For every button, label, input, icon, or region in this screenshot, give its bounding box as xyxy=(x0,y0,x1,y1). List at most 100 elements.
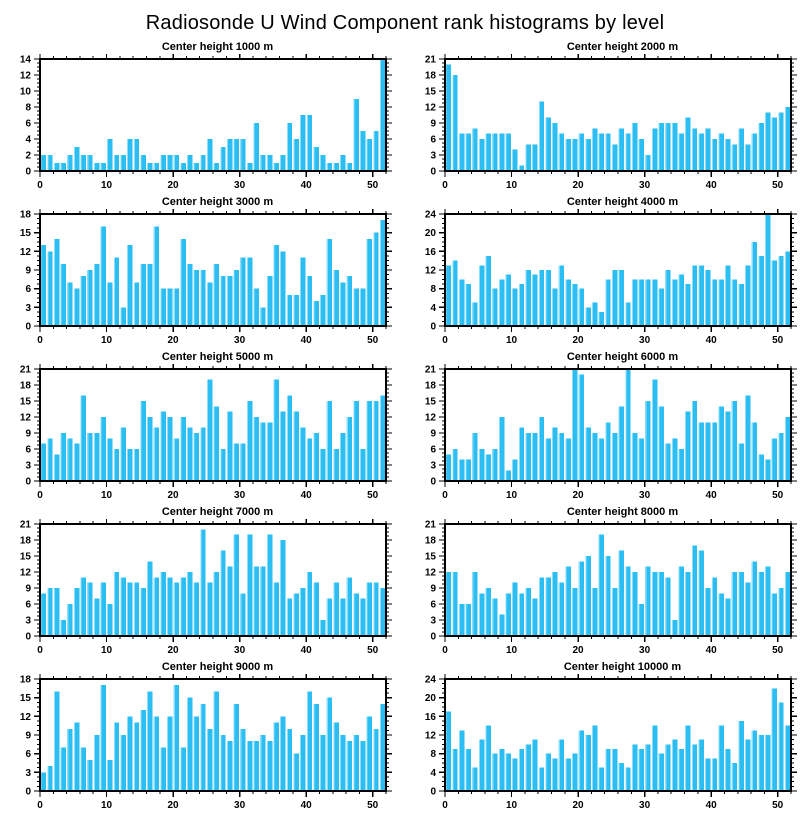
bar-highlight-edge xyxy=(558,433,560,481)
histogram-bar xyxy=(220,550,226,636)
histogram-bar xyxy=(764,112,771,171)
y-tick-label: 6 xyxy=(430,135,436,146)
histogram-bar xyxy=(87,759,93,791)
histogram-bar xyxy=(133,449,140,481)
histogram-bar xyxy=(512,758,518,791)
histogram-bar xyxy=(731,401,738,481)
histogram-bar xyxy=(73,288,80,326)
bar-highlight-edge xyxy=(240,139,242,171)
x-tick-label: 40 xyxy=(706,180,718,191)
histogram-bar xyxy=(213,263,220,326)
histogram-bar xyxy=(113,257,120,326)
histogram-bar xyxy=(658,123,664,171)
histogram-bar xyxy=(253,566,259,636)
bar-highlight-edge xyxy=(233,534,235,636)
histogram-bar xyxy=(147,561,153,636)
bar-highlight-edge xyxy=(638,604,640,636)
bar-highlight-edge xyxy=(366,716,368,791)
histogram-bar xyxy=(213,406,220,481)
histogram-bar xyxy=(87,270,93,326)
histogram-bar xyxy=(671,620,678,636)
histogram-bar xyxy=(167,155,173,171)
bar-highlight-edge xyxy=(147,163,149,171)
histogram-bar xyxy=(233,534,240,636)
bar-highlight-edge xyxy=(572,284,574,326)
histogram-bar xyxy=(313,703,319,791)
x-tick-label: 20 xyxy=(168,335,180,346)
histogram-bar xyxy=(373,401,379,481)
histogram-bar xyxy=(725,411,731,481)
bar-highlight-edge xyxy=(505,470,507,481)
histogram-bar xyxy=(127,139,133,171)
histogram-bar xyxy=(260,155,266,171)
histogram-bar xyxy=(585,139,591,171)
bar-highlight-edge xyxy=(745,265,747,326)
bar-highlight-edge xyxy=(359,598,362,636)
y-tick-label: 3 xyxy=(25,461,31,472)
histogram-bar xyxy=(147,263,153,326)
histogram-bar xyxy=(346,417,353,481)
histogram-bar xyxy=(340,598,346,636)
bar-highlight-edge xyxy=(538,577,540,636)
x-tick-label: 0 xyxy=(442,490,448,501)
bar-highlight-edge xyxy=(658,288,660,326)
bar-highlight-edge xyxy=(505,593,507,636)
histogram-bar xyxy=(200,529,206,636)
histogram-bar xyxy=(293,139,299,171)
y-tick-label: 9 xyxy=(25,429,31,440)
histogram-bar xyxy=(738,128,744,171)
bar-highlight-edge xyxy=(698,739,700,791)
bar-highlight-edge xyxy=(671,438,673,481)
bar-highlight-edge xyxy=(220,735,222,791)
histogram-bar xyxy=(778,112,784,171)
bar-highlight-edge xyxy=(306,572,308,636)
bar-highlight-edge xyxy=(186,263,189,326)
histogram-bar xyxy=(80,155,86,171)
histogram-bar xyxy=(771,438,778,481)
bar-highlight-edge xyxy=(745,739,747,791)
histogram-bar xyxy=(200,155,206,171)
bar-highlight-edge xyxy=(100,582,102,636)
bar-highlight-edge xyxy=(685,117,687,171)
bar-highlight-edge xyxy=(778,433,780,481)
bar-highlight-edge xyxy=(40,772,42,791)
bar-highlight-edge xyxy=(625,133,627,171)
bar-highlight-edge xyxy=(771,117,773,171)
bar-highlight-edge xyxy=(611,588,614,636)
bar-highlight-edge xyxy=(333,270,335,326)
histogram-bar xyxy=(532,274,538,326)
bar-highlight-edge xyxy=(107,282,109,326)
histogram-bar xyxy=(565,758,571,791)
bar-highlight-edge xyxy=(200,529,202,636)
bar-highlight-edge xyxy=(366,401,368,481)
bar-highlight-edge xyxy=(273,245,275,326)
histogram-bar xyxy=(120,577,126,636)
y-tick-label: 3 xyxy=(25,768,31,779)
bar-highlight-edge xyxy=(213,691,215,791)
y-tick-label: 0 xyxy=(430,167,436,178)
bar-highlight-edge xyxy=(133,139,135,171)
histogram-bar xyxy=(47,251,53,326)
bar-highlight-edge xyxy=(445,64,447,171)
subplot-4: Center height 4000 m 0 4 8 12 16 20 24 0 10 20 30 40… xyxy=(405,196,810,351)
y-tick-label: 21 xyxy=(20,520,32,531)
bar-highlight-edge xyxy=(538,270,540,326)
histogram-bar xyxy=(280,411,286,481)
bar-highlight-edge xyxy=(465,749,467,791)
bar-highlight-edge xyxy=(651,725,653,791)
bar-highlight-edge xyxy=(140,263,142,326)
bar-highlight-edge xyxy=(625,566,627,636)
histogram-bar xyxy=(452,449,458,481)
histogram-bar xyxy=(505,753,511,791)
histogram-bar xyxy=(445,64,452,171)
histogram-bar xyxy=(260,422,266,481)
bar-highlight-edge xyxy=(153,163,155,171)
y-tick-label: 24 xyxy=(425,675,437,686)
bar-highlight-edge xyxy=(784,417,787,481)
bar-highlight-edge xyxy=(685,572,687,636)
histogram-bar xyxy=(505,133,511,171)
bar-highlight-edge xyxy=(691,744,693,791)
y-tick-label: 0 xyxy=(430,787,436,798)
bar-highlight-edge xyxy=(658,753,660,791)
y-tick-label: 15 xyxy=(425,552,437,563)
